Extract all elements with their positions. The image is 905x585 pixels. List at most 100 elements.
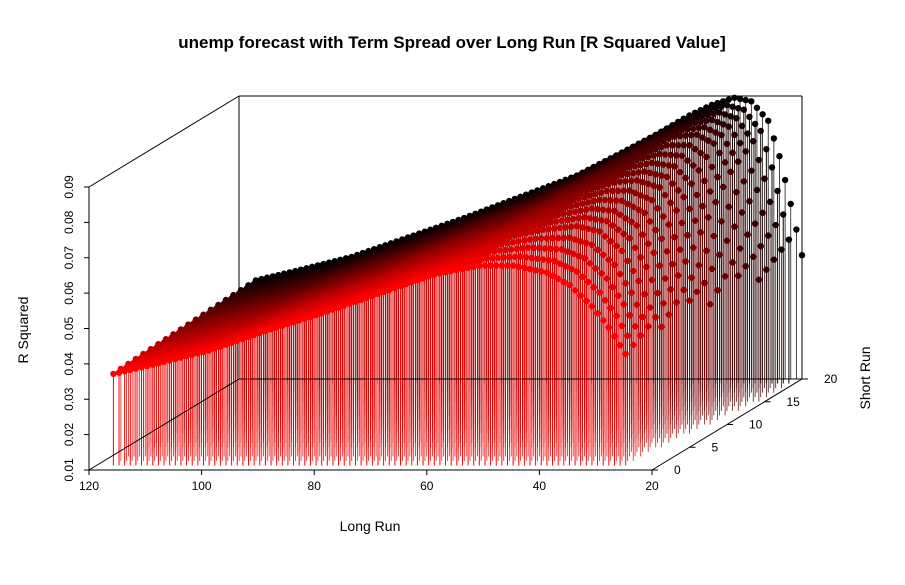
data-point [645,240,652,247]
data-point [581,214,588,221]
data-point [624,257,631,265]
data-point [770,135,778,142]
data-point [699,113,706,120]
data-point [736,139,744,147]
data-point [543,269,551,276]
data-point [693,114,701,121]
data-point [721,159,729,166]
data-point [267,326,275,333]
data-point [768,164,776,171]
data-point [660,213,667,220]
data-point [652,226,659,234]
data-point [641,209,648,217]
data-point [710,110,718,117]
data-point [626,312,633,319]
data-point [318,310,325,317]
data-point [222,341,230,348]
data-point [408,279,415,286]
data-point [682,132,689,139]
data-point [614,226,622,233]
data-point [470,263,477,270]
data-point [712,198,719,206]
data-point [536,245,543,252]
z-tick-label: 0.08 [62,210,76,234]
data-point [586,215,594,222]
data-point [648,196,656,204]
data-point [521,264,528,272]
data-point [708,163,716,171]
data-point [614,187,622,194]
data-point [571,208,579,215]
data-point [566,281,573,289]
data-point [575,195,582,202]
data-point [524,224,532,232]
data-point [609,222,616,229]
data-point [466,259,474,266]
data-point [485,249,492,256]
data-point [528,228,536,236]
data-point [592,265,599,272]
data-point [295,317,303,324]
data-point [729,149,736,156]
data-point [599,251,607,259]
data-point [616,178,624,185]
data-point [584,199,592,206]
data-point [671,163,678,170]
data-point [160,358,168,366]
data-point [493,242,500,249]
data-point [678,219,686,227]
data-point [335,304,342,311]
data-point [425,273,432,280]
data-point [688,131,695,139]
data-point [543,235,551,242]
data-point [566,234,573,241]
data-point [534,227,541,235]
data-point [641,168,648,175]
data-point [622,178,629,185]
data-point [562,224,569,231]
data-point [720,121,727,128]
data-point [189,351,196,358]
data-point [380,288,387,296]
data-point [560,278,567,286]
z-tick-label: 0.05 [62,316,76,340]
data-point [718,218,725,225]
data-point [650,182,658,189]
data-point [562,263,569,270]
data-point [583,239,590,247]
data-point [751,120,759,128]
data-point [616,270,624,278]
data-point [676,168,684,176]
data-point [658,235,665,242]
data-point [290,318,297,326]
data-point [599,182,607,189]
data-point [564,216,571,224]
data-point [613,312,620,320]
data-point [686,205,693,213]
y-tick-label: 5 [712,440,719,454]
data-point [588,186,596,193]
x-tick-label: 100 [192,479,212,493]
data-point [798,251,806,259]
data-point [750,137,757,145]
data-point [596,196,603,203]
data-point [643,194,650,201]
data-point [386,286,393,294]
data-point [549,235,556,242]
data-point [639,155,646,162]
data-point [613,173,620,180]
data-point [684,157,691,164]
data-point [583,187,590,195]
data-point [738,209,746,216]
data-point [678,152,686,159]
data-point [697,149,704,157]
z-tick-label: 0.09 [62,175,76,199]
data-point [577,207,584,214]
data-point [217,343,224,350]
data-point [329,306,337,313]
data-point [648,159,656,167]
data-point [618,171,626,179]
data-point [479,251,487,258]
data-point [631,163,639,170]
data-point [714,118,721,126]
